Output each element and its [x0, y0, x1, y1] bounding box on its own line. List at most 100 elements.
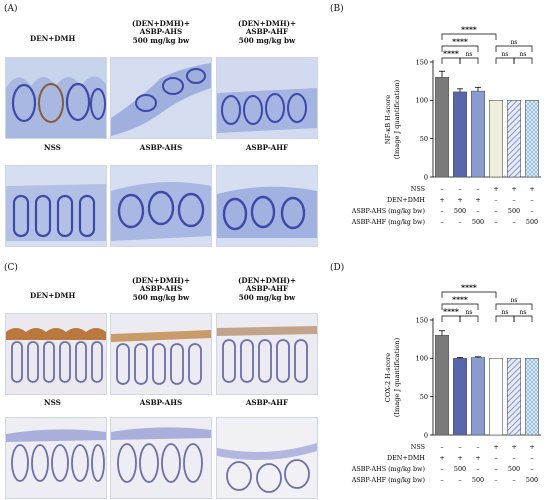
bar-6	[525, 100, 539, 178]
table-cell: 500	[526, 218, 538, 226]
table-cell: –	[440, 218, 443, 226]
panel-a-title-ahs-line1: (DEN+DMH)+	[131, 19, 191, 28]
significance-label: ns	[502, 309, 509, 316]
table-cell: 500	[454, 465, 466, 473]
table-cell: –	[440, 465, 443, 473]
bar-4	[489, 358, 503, 436]
table-cell: –	[530, 207, 533, 215]
panel-c-title-ahs-line3: 500 mg/kg bw	[132, 292, 190, 302]
table-cell: +	[457, 454, 462, 462]
y-tick-label: 150	[416, 58, 428, 66]
panel-label-c: (C)	[4, 263, 18, 273]
table-cell: +	[475, 454, 480, 462]
table-cell: –	[458, 185, 461, 193]
table-cell: 500	[508, 207, 520, 215]
chart-d: COX-2 H-score (Image J quantification) 0 50…	[351, 283, 541, 484]
micrograph-c-nss	[5, 417, 107, 499]
bar-3	[471, 357, 485, 436]
significance-bracket	[441, 57, 461, 64]
table-cell: –	[494, 465, 497, 473]
panel-c-title-ahs-line1: (DEN+DMH)+	[131, 276, 191, 285]
y-tick-label: 0	[424, 431, 428, 439]
significance-label: ns	[520, 51, 527, 58]
table-cell: +	[493, 443, 498, 451]
table-cell: –	[440, 207, 443, 215]
y-tick-label: 150	[416, 316, 428, 324]
table-row-label: DEN+DMH	[387, 454, 425, 462]
micrograph-a-den-dmh-ahf	[216, 57, 318, 139]
panel-c-title-nss: NSS	[44, 398, 61, 407]
table-cell: –	[494, 454, 497, 462]
table-cell: +	[529, 443, 534, 451]
table-row-label: ASBP-AHF (mg/kg bw)	[351, 476, 425, 484]
table-row-label: NSS	[411, 185, 425, 193]
panel-c-title-ahf-only: ASBP-AHF	[245, 398, 289, 407]
table-cell: –	[512, 218, 515, 226]
table-cell: –	[530, 465, 533, 473]
panel-label-d: (D)	[330, 263, 345, 273]
panel-a-title-nss: NSS	[44, 143, 61, 152]
table-cell: –	[476, 185, 479, 193]
y-axis-label-line-1: COX-2 H-score	[384, 353, 392, 402]
micrograph-a-nss	[5, 165, 107, 247]
bar-1	[435, 77, 449, 178]
table-row-label: NSS	[411, 443, 425, 451]
table-cell: –	[440, 476, 443, 484]
micrograph-c-den-dmh-ahs	[110, 313, 212, 395]
table-cell: +	[475, 196, 480, 204]
panel-a-title-ahs-line3: 500 mg/kg bw	[132, 35, 190, 45]
significance-bracket	[513, 57, 533, 64]
significance-label: ns	[511, 39, 518, 46]
table-cell: +	[511, 185, 516, 193]
panel-a-title-ahs: (DEN+DMH)+ ASBP-AHS 500 mg/kg bw	[106, 19, 216, 45]
table-cell: +	[439, 196, 444, 204]
significance-bracket	[441, 303, 479, 310]
panel-label-b: (B)	[330, 4, 344, 14]
table-cell: 500	[508, 465, 520, 473]
micrograph-a-den-dmh	[5, 57, 107, 139]
table-cell: –	[494, 196, 497, 204]
panel-a-title-ahf-only: ASBP-AHF	[245, 143, 289, 152]
micrograph-c-ahf	[216, 417, 318, 499]
table-cell: –	[494, 207, 497, 215]
micrograph-a-ahs	[110, 165, 212, 247]
table-cell: –	[530, 454, 533, 462]
table-cell: –	[476, 443, 479, 451]
significance-label: ****	[452, 37, 468, 46]
table-cell: –	[476, 465, 479, 473]
significance-label: ns	[502, 51, 509, 58]
bar-6	[525, 358, 539, 436]
table-cell: 500	[526, 476, 538, 484]
table-cell: –	[476, 207, 479, 215]
y-tick-label: 100	[416, 97, 428, 105]
micrograph-a-ahf	[216, 165, 318, 247]
table-cell: +	[529, 185, 534, 193]
panel-a-title-ahf: (DEN+DMH)+ ASBP-AHF 500 mg/kg bw	[212, 19, 322, 45]
panel-c-title-ahs-only: ASBP-AHS	[139, 398, 183, 407]
table-cell: –	[512, 476, 515, 484]
significance-label: ****	[443, 307, 459, 316]
panel-a-title-ahf-line1: (DEN+DMH)+	[237, 19, 297, 28]
micrograph-c-den-dmh-ahf	[216, 313, 318, 395]
y-tick-label: 50	[420, 393, 428, 401]
significance-label: ns	[520, 309, 527, 316]
bar-3	[471, 90, 485, 178]
table-row-label: DEN+DMH	[387, 196, 425, 204]
significance-label: ns	[511, 297, 518, 304]
y-axis-label-line-2: (Image J quantification)	[393, 79, 401, 159]
table-cell: +	[457, 196, 462, 204]
panel-a-title-den: DEN+DMH	[30, 34, 76, 43]
table-cell: –	[440, 443, 443, 451]
table-cell: –	[458, 476, 461, 484]
table-cell: –	[458, 218, 461, 226]
panel-c-title-ahf-line3: 500 mg/kg bw	[238, 292, 296, 302]
bar-5	[507, 358, 521, 436]
y-tick-label: 50	[420, 135, 428, 143]
significance-bracket	[441, 33, 497, 40]
panel-c-title-ahf-line1: (DEN+DMH)+	[237, 276, 297, 285]
significance-bracket	[459, 57, 479, 64]
table-cell: 500	[454, 207, 466, 215]
chart-b: NF-κB H-score (Image J quantification) 0 50…	[351, 25, 541, 226]
significance-bracket	[441, 315, 461, 322]
significance-label: ****	[461, 25, 477, 34]
